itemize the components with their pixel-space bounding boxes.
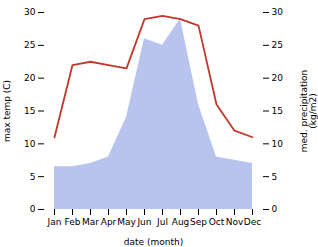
svg-text:date (month): date (month): [124, 237, 183, 247]
svg-text:Oct: Oct: [209, 217, 225, 227]
svg-text:Jul: Jul: [156, 217, 168, 227]
svg-text:5: 5: [30, 172, 36, 182]
svg-text:0: 0: [30, 204, 36, 214]
svg-text:Jan: Jan: [47, 217, 62, 227]
svg-text:25: 25: [272, 40, 283, 50]
svg-text:15: 15: [24, 106, 35, 116]
svg-text:30: 30: [272, 7, 284, 17]
svg-text:25: 25: [24, 40, 35, 50]
svg-text:Apr: Apr: [101, 217, 117, 227]
svg-text:Dec: Dec: [244, 217, 261, 227]
svg-text:20: 20: [24, 73, 36, 83]
svg-text:5: 5: [272, 172, 278, 182]
svg-text:15: 15: [272, 106, 283, 116]
svg-text:med. precipitation(kg/m2): med. precipitation(kg/m2): [299, 70, 318, 152]
svg-text:Nov: Nov: [226, 217, 244, 227]
svg-text:Mar: Mar: [82, 217, 99, 227]
svg-text:Aug: Aug: [172, 217, 190, 227]
svg-text:Feb: Feb: [65, 217, 81, 227]
svg-text:10: 10: [272, 139, 284, 149]
svg-text:30: 30: [24, 7, 36, 17]
svg-text:0: 0: [272, 204, 278, 214]
svg-text:20: 20: [272, 73, 284, 83]
svg-text:max temp (C): max temp (C): [2, 80, 12, 142]
svg-text:May: May: [117, 217, 136, 227]
svg-text:10: 10: [24, 139, 36, 149]
svg-text:Jun: Jun: [136, 217, 151, 227]
svg-text:Sep: Sep: [190, 217, 207, 227]
